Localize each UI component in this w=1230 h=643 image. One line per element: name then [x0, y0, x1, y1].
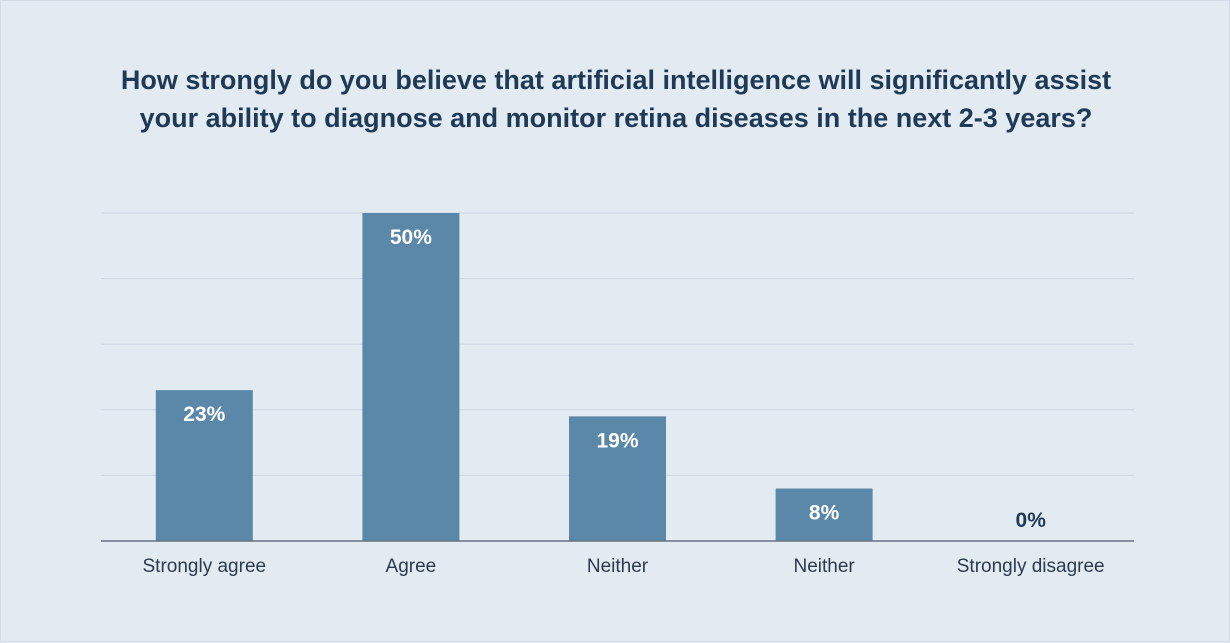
bars	[155, 213, 873, 541]
data-label: 19%	[596, 429, 638, 452]
bar	[569, 416, 666, 541]
labels: 23% Strongly agree 50% Agree 19% Neither 8% Nei…	[143, 226, 1105, 577]
data-label: 50%	[390, 226, 432, 249]
data-label: 23%	[183, 403, 225, 426]
chart-title: How strongly do you believe that artific…	[1, 61, 1230, 137]
data-label: 0%	[1016, 509, 1047, 532]
bar	[155, 390, 253, 541]
category-label: Strongly disagree	[957, 556, 1105, 577]
chart-title-line-1: How strongly do you believe that artific…	[120, 65, 1112, 95]
data-label: 8%	[809, 502, 840, 525]
bar	[775, 488, 873, 541]
category-label: Agree	[386, 556, 437, 577]
category-label: Neither	[587, 556, 649, 577]
chart-title-line-2: your ability to diagnose and monitor ret…	[139, 103, 1093, 133]
bar	[362, 213, 460, 541]
category-label: Strongly agree	[143, 556, 267, 577]
category-label: Neither	[793, 556, 855, 577]
